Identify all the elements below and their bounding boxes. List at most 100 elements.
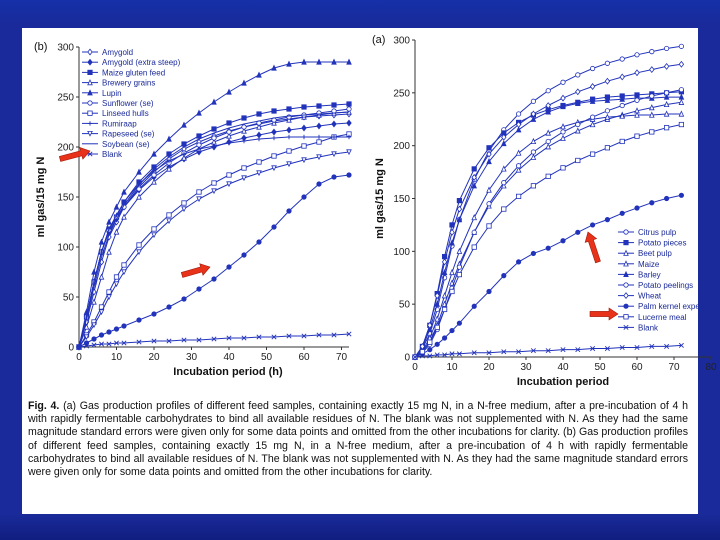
chart-b-series-brewery-grains — [76, 108, 352, 350]
chart-b-point-linseed-hulls-6 — [121, 262, 127, 268]
chart-b-point-lupin-9 — [166, 135, 172, 142]
chart-a-legend-marker-maize — [623, 260, 629, 267]
chart-a-point-lucerne-meal-2 — [427, 339, 433, 345]
red-arrow-right-lower — [589, 307, 619, 321]
chart-b-point-brewery-grains-17 — [286, 116, 292, 123]
chart-b-legend-marker-rapeseed-se — [87, 130, 93, 137]
chart-a-point-citrus-pulp-18 — [634, 52, 640, 58]
chart-b-point-lupin-3 — [98, 238, 105, 245]
chart-a-point-blank-19 — [649, 343, 655, 349]
chart-a-point-maize-13 — [560, 123, 566, 130]
chart-b-point-blank-6 — [121, 340, 127, 346]
chart-b-point-linseed-hulls-7 — [136, 242, 142, 248]
chart-b-legend-label-sunflower-se: Sunflower (se) — [102, 99, 154, 108]
chart-b-point-slow-fermenting-sample-8 — [151, 311, 157, 317]
chart-a-point-lucerne-meal-10 — [516, 193, 522, 199]
chart-a-point-barley-7 — [471, 182, 478, 189]
chart-b-point-blank-13 — [226, 335, 232, 341]
chart-a-point-potato-peelings-13 — [560, 129, 566, 135]
chart-a-point-potato-peelings-9 — [501, 180, 507, 186]
chart-b-point-rapeseed-se-18 — [301, 157, 307, 164]
chart-a-point-palm-kernel-expeller-16 — [604, 217, 611, 223]
chart-b-point-rapeseed-se-16 — [271, 165, 277, 172]
chart-a-legend-marker-citrus-pulp — [623, 229, 629, 235]
chart-a-point-maize-3 — [434, 315, 441, 322]
chart-a-legend-label-lucerne-meal: Lucerne meal — [638, 313, 687, 322]
chart-a-point-wheat-19 — [649, 66, 655, 74]
chart-b-point-slow-fermenting-sample-14 — [241, 252, 247, 258]
chart-a-line-wheat — [414, 63, 682, 358]
chart-b-point-rapeseed-se-3 — [98, 309, 105, 316]
chart-a-point-palm-kernel-expeller-17 — [619, 210, 625, 216]
chart-b-line-brewery-grains — [78, 111, 350, 348]
chart-b-point-lupin-15 — [256, 71, 262, 78]
chart-b-point-blank-8 — [151, 338, 157, 344]
chart-a-point-beet-pulp-14 — [574, 127, 581, 134]
chart-b-point-maize-gluten-feed-15 — [256, 111, 262, 117]
chart-b-legend-label-amygold-extra-steep: Amygold (extra steep) — [102, 58, 181, 67]
chart-a-point-citrus-pulp-13 — [560, 79, 566, 85]
chart-a-legend-label-palm-kernel-expeller: Palm kernel expeller — [638, 302, 711, 311]
chart-b-point-brewery-grains-9 — [166, 165, 172, 172]
chart-a-point-maize-9 — [500, 165, 507, 172]
chart-b-point-lupin-14 — [241, 79, 247, 86]
chart-a-point-maize-17 — [619, 112, 626, 119]
chart-a-point-potato-peelings-10 — [515, 163, 522, 169]
chart-a-point-potato-peelings-11 — [530, 149, 537, 155]
chart-b-point-sunflower-se-11 — [196, 142, 202, 148]
chart-a-point-blank-13 — [560, 347, 566, 353]
chart-a-legend-label-beet-pulp: Beet pulp — [638, 249, 672, 258]
chart-a-point-wheat-10 — [515, 121, 522, 128]
chart-a-xtick-label-60: 60 — [631, 362, 643, 373]
chart-b-point-lupin-18 — [301, 58, 307, 65]
chart-b-point-rapeseed-se-6 — [121, 269, 127, 276]
chart-a-legend-label-citrus-pulp: Citrus pulp — [638, 228, 677, 237]
red-arrow-right-upper — [584, 231, 601, 264]
chart-b-ytick-label-250: 250 — [57, 93, 74, 104]
chart-b-point-linseed-hulls-11 — [196, 189, 202, 195]
chart-a-point-blank-15 — [590, 346, 596, 352]
chart-b-point-rapeseed-se-13 — [226, 181, 232, 188]
chart-a-point-wheat-12 — [545, 102, 551, 109]
chart-b-point-blank-17 — [286, 333, 292, 339]
chart-b-point-maize-gluten-feed-12 — [211, 126, 217, 132]
chart-a-point-maize-19 — [648, 111, 655, 118]
chart-a-point-potato-peelings-12 — [545, 138, 551, 145]
chart-b-xtick-label-30: 30 — [186, 352, 198, 363]
chart-b-point-rumiraap-12 — [211, 143, 217, 149]
chart-a-xtick-label-70: 70 — [668, 362, 680, 373]
chart-a-point-barley-10 — [515, 126, 522, 133]
chart-a-series-blank — [412, 342, 684, 360]
chart-a-point-blank-1 — [419, 353, 425, 359]
chart-a-point-blank-10 — [516, 349, 522, 355]
chart-a-point-blank-3 — [434, 352, 440, 358]
chart-b-point-rumiraap-17 — [286, 134, 292, 140]
chart-b-point-linseed-hulls-12 — [211, 180, 217, 186]
chart-a-point-wheat-7 — [471, 173, 477, 181]
chart-b-point-maize-gluten-feed-20 — [331, 102, 337, 108]
chart-a-point-palm-kernel-expeller-7 — [471, 303, 477, 309]
chart-b-point-slow-fermenting-sample-5 — [113, 326, 120, 332]
chart-a-point-potato-peelings-21 — [678, 87, 685, 93]
chart-b-point-lupin-21 — [346, 58, 352, 65]
chart-a-point-beet-pulp-12 — [545, 143, 552, 150]
chart-a-point-blank-12 — [545, 348, 551, 354]
chart-a-point-blank-4 — [442, 352, 448, 358]
chart-b-point-amygold-extra-steep-21 — [346, 119, 352, 127]
chart-b-point-slow-fermenting-sample-2 — [91, 336, 97, 342]
chart-a-point-wheat-9 — [501, 133, 507, 141]
chart-a-point-maize-6 — [456, 247, 463, 254]
chart-a-xtick-label-10: 10 — [446, 362, 458, 373]
chart-a-legend-label-potato-pieces: Potato pieces — [638, 239, 686, 248]
chart-b-point-slow-fermenting-sample-17 — [286, 208, 292, 214]
chart-a-line-beet-pulp — [414, 101, 682, 358]
chart-b-legend-label-rumiraap: Rumiraap — [102, 119, 137, 128]
chart-b-point-rapeseed-se-5 — [113, 281, 120, 288]
chart-a-point-palm-kernel-expeller-11 — [530, 250, 537, 257]
chart-a-legend-label-barley: Barley — [638, 270, 661, 279]
chart-a-point-blank-16 — [604, 346, 610, 352]
chart-b-point-amygold-extra-steep-19 — [316, 122, 322, 130]
chart-b-point-rapeseed-se-17 — [286, 161, 292, 168]
red-arrow-left — [58, 147, 91, 162]
